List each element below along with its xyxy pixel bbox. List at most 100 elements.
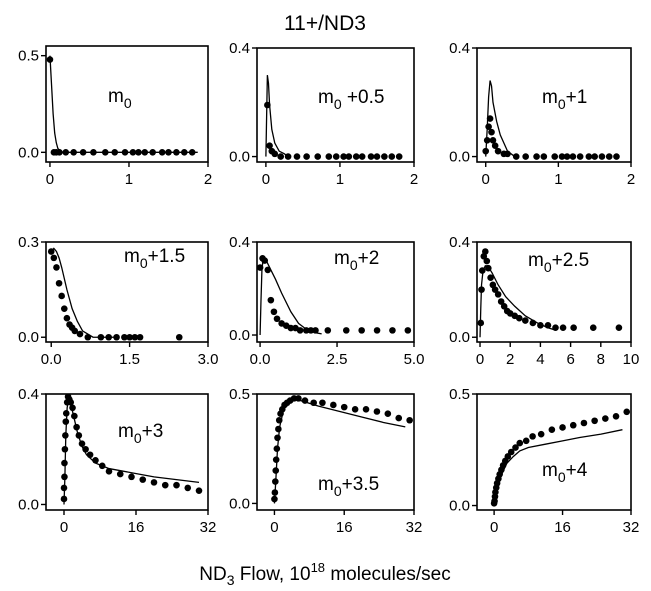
data-point: [105, 334, 112, 341]
y-tick-label: 0.3: [18, 234, 39, 251]
data-point: [272, 489, 279, 496]
data-point: [570, 422, 577, 429]
data-point: [516, 440, 523, 447]
data-point: [405, 327, 412, 334]
data-point: [549, 426, 556, 433]
y-tick-label: 0.0: [229, 149, 250, 166]
x-tick-label: 0: [262, 171, 270, 188]
data-point: [479, 267, 486, 274]
data-point: [484, 137, 491, 144]
data-point: [176, 334, 183, 341]
data-point: [368, 153, 375, 160]
data-point: [62, 446, 69, 453]
data-point: [545, 322, 552, 329]
panel-label-suffix: +1: [566, 87, 588, 108]
data-point: [137, 334, 144, 341]
data-point: [56, 149, 63, 156]
x-axis-label-base: ND: [199, 564, 226, 585]
panel-label-base: m: [318, 87, 334, 108]
data-point: [128, 474, 135, 481]
figure-title: 11+/ND3: [284, 12, 366, 35]
panel-label-subscript: 0: [140, 255, 148, 271]
panel-label: m0+1: [542, 87, 587, 112]
data-point: [48, 248, 55, 255]
data-point: [51, 255, 58, 262]
data-point: [162, 482, 169, 489]
data-point: [303, 153, 310, 160]
data-point: [613, 413, 620, 420]
panel-label-base: m: [108, 86, 124, 107]
data-point: [389, 327, 396, 334]
data-point: [295, 395, 302, 402]
data-point: [581, 420, 588, 427]
data-point: [359, 153, 366, 160]
data-point: [122, 149, 129, 156]
data-point: [297, 327, 304, 334]
panel-label-subscript: 0: [334, 483, 342, 499]
panel-label-base: m: [318, 474, 334, 495]
panel-label-suffix: +4: [566, 460, 588, 481]
x-tick-label: 6: [566, 351, 574, 368]
data-point: [482, 148, 489, 155]
data-point: [165, 149, 172, 156]
data-point: [63, 410, 70, 417]
data-point: [570, 153, 577, 160]
data-point: [513, 153, 520, 160]
data-point: [98, 334, 105, 341]
data-point: [61, 485, 68, 492]
data-point: [487, 274, 494, 281]
panel-label-subscript: 0: [558, 469, 566, 485]
data-point: [90, 149, 97, 156]
panel-label-base: m: [528, 250, 544, 271]
data-point: [271, 308, 278, 315]
data-point: [406, 417, 413, 424]
data-point: [482, 248, 489, 255]
data-point: [374, 408, 381, 415]
data-point: [274, 434, 281, 441]
data-point: [374, 153, 381, 160]
data-point: [61, 496, 68, 503]
x-axis-label-superscript: 18: [311, 560, 325, 575]
panel-label-base: m: [542, 460, 558, 481]
data-point: [591, 417, 598, 424]
data-point: [341, 404, 348, 411]
data-point: [504, 151, 511, 158]
data-point: [135, 149, 142, 156]
panel-label-suffix: +3.5: [342, 474, 380, 495]
data-point: [343, 327, 350, 334]
x-tick-label: 1: [554, 171, 562, 188]
data-point: [69, 405, 76, 412]
data-point: [599, 153, 606, 160]
data-point: [529, 433, 536, 440]
x-tick-label: 2: [410, 171, 418, 188]
panel-label-suffix: +1.5: [148, 246, 186, 267]
data-point: [538, 431, 545, 438]
data-point: [71, 413, 78, 420]
data-point: [487, 115, 494, 122]
data-point: [590, 324, 597, 331]
panel-label: m0 +0.5: [318, 87, 384, 112]
y-tick-label: 0.4: [18, 386, 39, 403]
data-point: [478, 286, 485, 293]
data-point: [570, 324, 577, 331]
data-point: [273, 456, 280, 463]
data-point: [353, 153, 360, 160]
data-point: [73, 424, 80, 431]
data-point: [173, 149, 180, 156]
data-point: [564, 153, 571, 160]
panel-label-base: m: [542, 87, 558, 108]
data-point: [552, 324, 559, 331]
data-point: [591, 153, 598, 160]
panel-label-subscript: 0: [544, 259, 552, 275]
data-point: [111, 149, 118, 156]
data-point: [312, 327, 319, 334]
x-tick-label: 0.0: [41, 351, 62, 368]
data-point: [85, 334, 92, 341]
chart-panel-3: 0120.40.0m0+1: [449, 40, 635, 188]
y-tick-label: 0.4: [229, 234, 250, 251]
data-point: [326, 153, 333, 160]
data-point: [330, 402, 337, 409]
data-point: [381, 153, 388, 160]
panel-label-subscript: 0: [124, 95, 132, 111]
